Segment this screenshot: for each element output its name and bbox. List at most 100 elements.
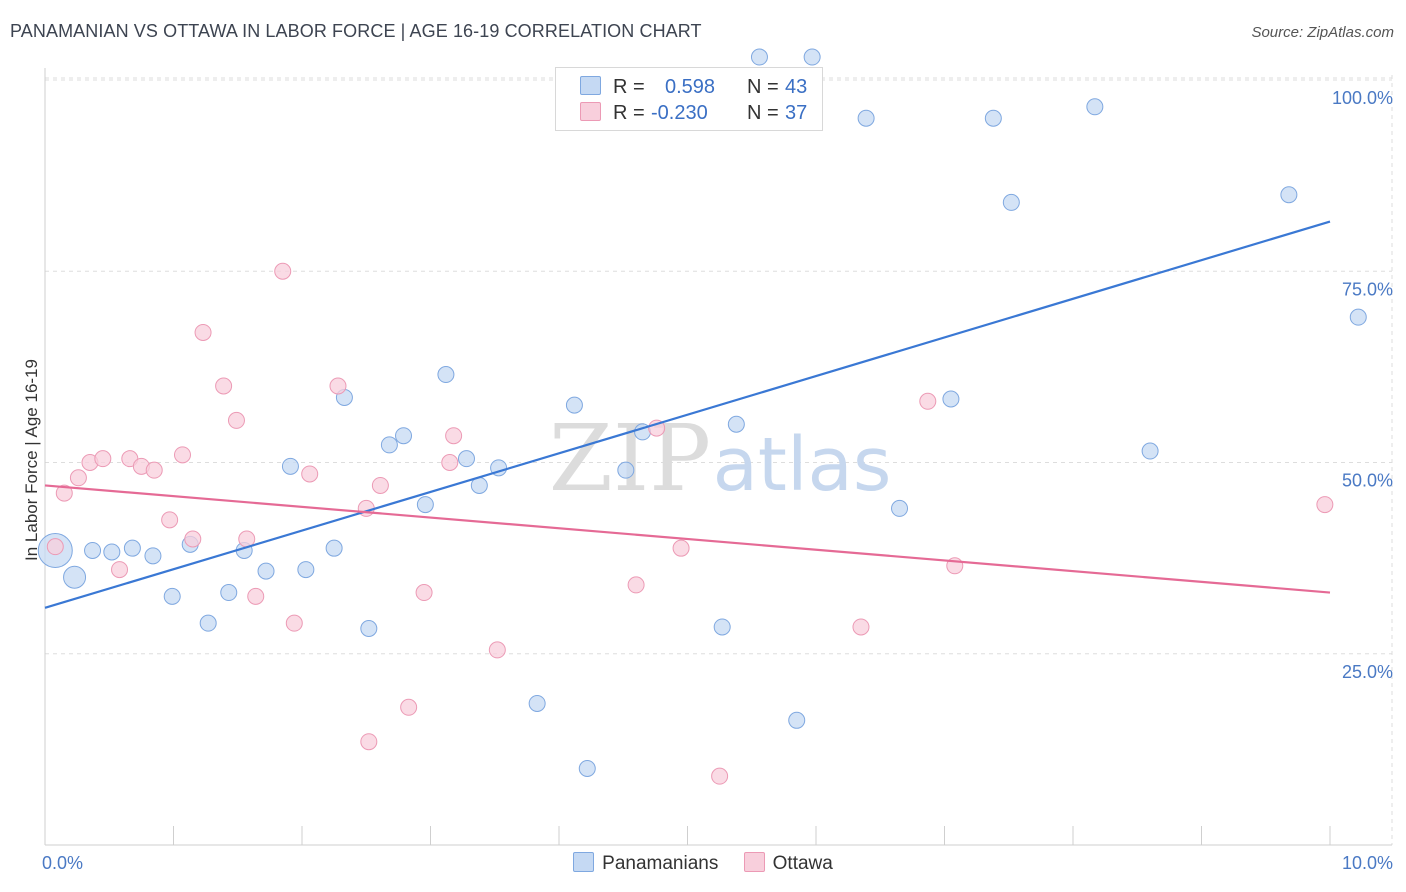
point-ottawa: [672, 539, 690, 557]
point-panamanians: [103, 543, 121, 561]
point-ottawa: [301, 465, 319, 483]
legend-n-label: N =: [747, 76, 779, 98]
point-panamanians: [84, 541, 102, 559]
legend-swatch-blue: [573, 852, 595, 872]
point-ottawa: [184, 530, 202, 548]
point-panamanians: [123, 539, 141, 557]
y-tick-label: 50.0%: [1342, 471, 1393, 491]
point-ottawa: [111, 561, 129, 579]
point-ottawa: [627, 576, 645, 594]
point-panamanians: [163, 587, 181, 605]
legend-swatch-pink: [743, 852, 765, 872]
y-tick-label: 75.0%: [1342, 279, 1393, 299]
point-panamanians: [325, 539, 343, 557]
point-panamanians: [1280, 186, 1298, 204]
source-label: Source: ZipAtlas.com: [1251, 24, 1394, 41]
legend-row-ottawa: R = -0.230 N = 37: [580, 102, 807, 126]
point-ottawa: [852, 618, 870, 636]
point-panamanians: [891, 499, 909, 517]
point-panamanians: [1002, 193, 1020, 211]
point-ottawa: [161, 511, 179, 529]
point-panamanians: [437, 366, 455, 384]
point-ottawa: [194, 323, 212, 341]
chart-title: PANAMANIAN VS OTTAWA IN LABOR FORCE | AG…: [10, 21, 702, 41]
point-panamanians: [257, 562, 275, 580]
point-panamanians: [380, 436, 398, 454]
legend-r-label: R =: [613, 76, 645, 98]
point-panamanians: [281, 457, 299, 475]
point-panamanians: [528, 694, 546, 712]
point-ottawa: [400, 698, 418, 716]
point-ottawa: [488, 641, 506, 659]
axes: [44, 68, 1392, 846]
point-panamanians: [457, 450, 475, 468]
watermark-atlas: atlas: [713, 422, 892, 508]
point-panamanians: [144, 547, 162, 565]
point-panamanians: [750, 48, 768, 66]
point-panamanians: [199, 614, 217, 632]
point-ottawa: [1316, 496, 1334, 514]
legend-item-panamanians[interactable]: Panamanians: [573, 852, 718, 875]
trendline-panamanians: [44, 220, 1331, 609]
point-ottawa: [415, 584, 433, 602]
point-ottawa: [360, 733, 378, 751]
point-ottawa: [215, 377, 233, 395]
point-panamanians: [942, 390, 960, 408]
legend-r-value: -0.230: [651, 102, 708, 124]
stats-legend: R = 0.598 N = 43 R = -0.230 N = 37: [555, 67, 823, 131]
point-panamanians: [984, 109, 1002, 127]
legend-r-label: R =: [613, 102, 645, 124]
point-panamanians: [1086, 98, 1104, 116]
point-ottawa: [69, 469, 87, 487]
point-ottawa: [711, 767, 729, 785]
y-tick-label: 25.0%: [1342, 662, 1393, 682]
trendline-ottawa: [44, 484, 1331, 594]
point-ottawa: [274, 262, 292, 280]
legend-label-panamanians: Panamanians: [602, 853, 719, 874]
point-panamanians: [803, 48, 821, 66]
trend-lines: [44, 220, 1331, 609]
series-legend: Panamanians Ottawa: [0, 852, 1406, 875]
data-points: [37, 48, 1367, 785]
point-ottawa: [285, 614, 303, 632]
point-ottawa: [55, 484, 73, 502]
point-panamanians: [395, 427, 413, 445]
point-panamanians: [1141, 442, 1159, 460]
legend-label-ottawa: Ottawa: [772, 853, 833, 874]
point-panamanians: [220, 584, 238, 602]
point-ottawa: [173, 446, 191, 464]
point-panamanians: [1349, 308, 1367, 326]
x-tick-label: 0.0%: [42, 853, 83, 873]
point-panamanians: [416, 496, 434, 514]
point-ottawa: [46, 538, 64, 556]
point-ottawa: [227, 411, 245, 429]
point-ottawa: [445, 427, 463, 445]
x-tick-label: 10.0%: [1342, 853, 1393, 873]
point-panamanians: [565, 396, 583, 414]
point-panamanians: [727, 415, 745, 433]
legend-r-value: 0.598: [665, 76, 716, 98]
point-panamanians: [63, 565, 87, 589]
point-panamanians: [713, 618, 731, 636]
watermark-zip: ZIP: [549, 405, 711, 512]
point-ottawa: [329, 377, 347, 395]
point-ottawa: [441, 454, 459, 471]
point-ottawa: [94, 450, 112, 468]
legend-n-value: 43: [785, 76, 808, 98]
point-ottawa: [919, 392, 937, 410]
legend-n-label: N =: [747, 102, 779, 124]
point-panamanians: [360, 620, 378, 638]
legend-row-panamanians: R = 0.598 N = 43: [580, 76, 807, 100]
legend-swatch-blue: [580, 76, 601, 95]
legend-item-ottawa[interactable]: Ottawa: [743, 852, 833, 875]
point-ottawa: [371, 476, 389, 494]
point-ottawa: [145, 461, 163, 479]
point-panamanians: [617, 461, 635, 479]
legend-n-value: 37: [785, 102, 808, 124]
point-panamanians: [788, 711, 806, 729]
y-tick-label: 100.0%: [1332, 88, 1393, 108]
legend-swatch-pink: [580, 102, 601, 121]
tick-labels: 25.0% 50.0% 75.0% 100.0% 0.0% 10.0%: [42, 88, 1393, 873]
point-panamanians: [857, 109, 875, 127]
